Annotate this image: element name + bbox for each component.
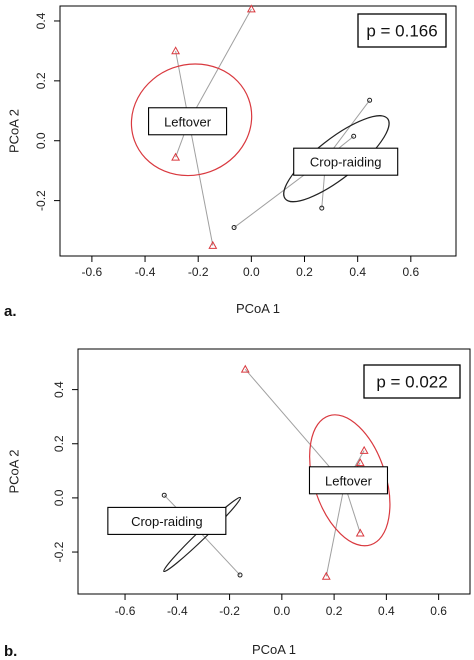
spider-segment bbox=[244, 368, 345, 485]
data-point bbox=[359, 445, 369, 454]
p-value-text: p = 0.166 bbox=[366, 22, 437, 41]
panel-b: -0.6 -0.4 -0.2 0.0 0.2 0.4 0.6 0.4 0.2 0.0 -0.2 PCo… bbox=[4, 348, 471, 660]
group-label: Leftover bbox=[325, 473, 373, 488]
spider-segment bbox=[200, 532, 241, 576]
x-tick-label: -0.6 bbox=[82, 265, 103, 279]
data-point bbox=[240, 364, 250, 373]
y-axis-title: PCoA 2 bbox=[6, 449, 21, 493]
y-tick-label: 0.2 bbox=[52, 435, 66, 452]
x-tick-label: -0.4 bbox=[135, 265, 156, 279]
y-tick-label: 0.2 bbox=[34, 72, 48, 89]
plot-frame bbox=[59, 5, 457, 257]
x-tick-label: -0.4 bbox=[167, 604, 188, 618]
x-tick-label: 0.2 bbox=[296, 265, 313, 279]
data-point bbox=[237, 572, 243, 578]
data-point bbox=[171, 46, 181, 55]
data-point bbox=[367, 97, 373, 103]
data-point bbox=[246, 4, 256, 13]
group-label: Crop-raiding bbox=[131, 514, 203, 529]
data-point bbox=[355, 458, 365, 467]
series-leftover: Leftover bbox=[130, 4, 256, 249]
y-tick-label: 0.0 bbox=[52, 489, 66, 506]
panel-a: -0.6 -0.4 -0.2 0.0 0.2 0.4 0.6 0.4 0.2 0.0 -0.2 PCo… bbox=[4, 4, 457, 320]
spider-segment bbox=[188, 8, 252, 122]
p-value-box bbox=[363, 364, 461, 399]
plot-frame bbox=[77, 348, 471, 595]
x-tick-label: -0.2 bbox=[219, 604, 240, 618]
group-label-box bbox=[308, 466, 389, 495]
x-tick-label: 0.6 bbox=[430, 604, 447, 618]
x-axis-title: PCoA 1 bbox=[236, 301, 280, 316]
x-tick-label: 0.4 bbox=[378, 604, 395, 618]
panel-letter: b. bbox=[4, 643, 17, 660]
group-label: Leftover bbox=[164, 114, 212, 129]
y-tick-label: 0.0 bbox=[34, 132, 48, 149]
y-tick-label: -0.2 bbox=[34, 190, 48, 211]
x-tick-label: 0.6 bbox=[402, 265, 419, 279]
group-label-box bbox=[107, 506, 227, 535]
x-axis-title: PCoA 1 bbox=[252, 642, 296, 657]
data-point bbox=[208, 240, 218, 249]
y-tick-label: 0.4 bbox=[52, 381, 66, 398]
x-tick-label: 0.0 bbox=[243, 265, 260, 279]
data-point bbox=[321, 571, 331, 580]
data-point bbox=[171, 152, 181, 161]
y-axis-title: PCoA 2 bbox=[6, 109, 21, 153]
series-crop-raiding: Crop-raiding bbox=[231, 97, 399, 231]
spider-segment bbox=[325, 484, 346, 577]
group-label: Crop-raiding bbox=[310, 155, 382, 170]
data-point bbox=[319, 205, 325, 211]
panel-letter: a. bbox=[4, 303, 17, 320]
spider-segment bbox=[188, 121, 214, 246]
data-point bbox=[351, 133, 357, 139]
dispersion-ellipse bbox=[130, 63, 253, 177]
x-tick-label: -0.2 bbox=[188, 265, 209, 279]
group-label-box bbox=[293, 147, 399, 176]
series-crop-raiding: Crop-raiding bbox=[107, 492, 243, 578]
y-tick-label: 0.4 bbox=[34, 12, 48, 29]
x-tick-label: 0.4 bbox=[349, 265, 366, 279]
x-tick-label: 0.0 bbox=[273, 604, 290, 618]
x-tick-label: 0.2 bbox=[326, 604, 343, 618]
group-label-box bbox=[148, 107, 228, 136]
data-point bbox=[161, 492, 167, 498]
data-point bbox=[355, 528, 365, 537]
data-point bbox=[231, 225, 237, 231]
p-value-text: p = 0.022 bbox=[376, 373, 447, 392]
series-leftover: Leftover bbox=[240, 364, 391, 580]
p-value-box bbox=[357, 13, 447, 48]
y-tick-label: -0.2 bbox=[52, 541, 66, 562]
x-tick-label: -0.6 bbox=[115, 604, 136, 618]
